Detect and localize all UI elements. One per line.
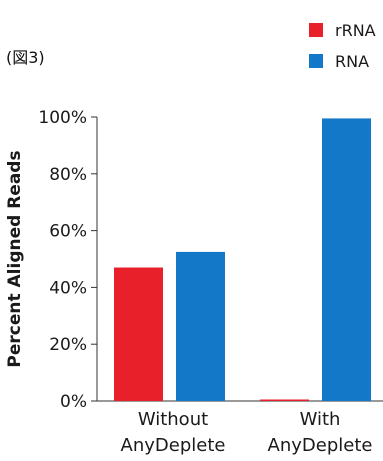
bar-rrna-1 — [260, 399, 309, 401]
y-axis-label: Percent Aligned Reads — [5, 150, 25, 367]
x-category-label: AnyDeplete — [268, 435, 373, 456]
figure-label: (図3) — [6, 48, 45, 67]
y-tick-label: 80% — [49, 165, 87, 185]
legend-swatch-rna — [309, 54, 323, 68]
x-category-label: With — [300, 409, 341, 430]
y-tick-label: 100% — [38, 108, 87, 128]
legend-label-rna: RNA — [335, 52, 369, 71]
x-category-label: AnyDeplete — [121, 435, 226, 456]
y-tick-label: 0% — [60, 392, 87, 412]
legend-swatch-rrna — [309, 23, 323, 37]
y-tick-label: 40% — [49, 278, 87, 298]
y-tick-label: 60% — [49, 222, 87, 242]
y-tick-label: 20% — [49, 335, 87, 355]
legend-label-rrna: rRNA — [335, 21, 376, 40]
bar-rna-0 — [176, 251, 225, 401]
bar-rna-1 — [322, 118, 371, 402]
x-category-label: Without — [138, 409, 208, 430]
bar-rrna-0 — [114, 267, 163, 401]
